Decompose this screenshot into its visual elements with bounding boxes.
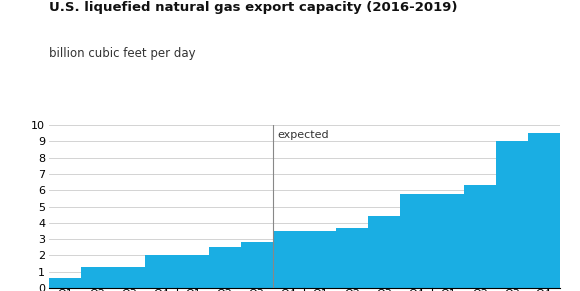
Text: U.S. liquefied natural gas export capacity (2016-2019): U.S. liquefied natural gas export capaci…: [49, 1, 458, 15]
Polygon shape: [49, 133, 560, 288]
Text: billion cubic feet per day: billion cubic feet per day: [49, 47, 196, 60]
Text: expected: expected: [277, 130, 329, 140]
